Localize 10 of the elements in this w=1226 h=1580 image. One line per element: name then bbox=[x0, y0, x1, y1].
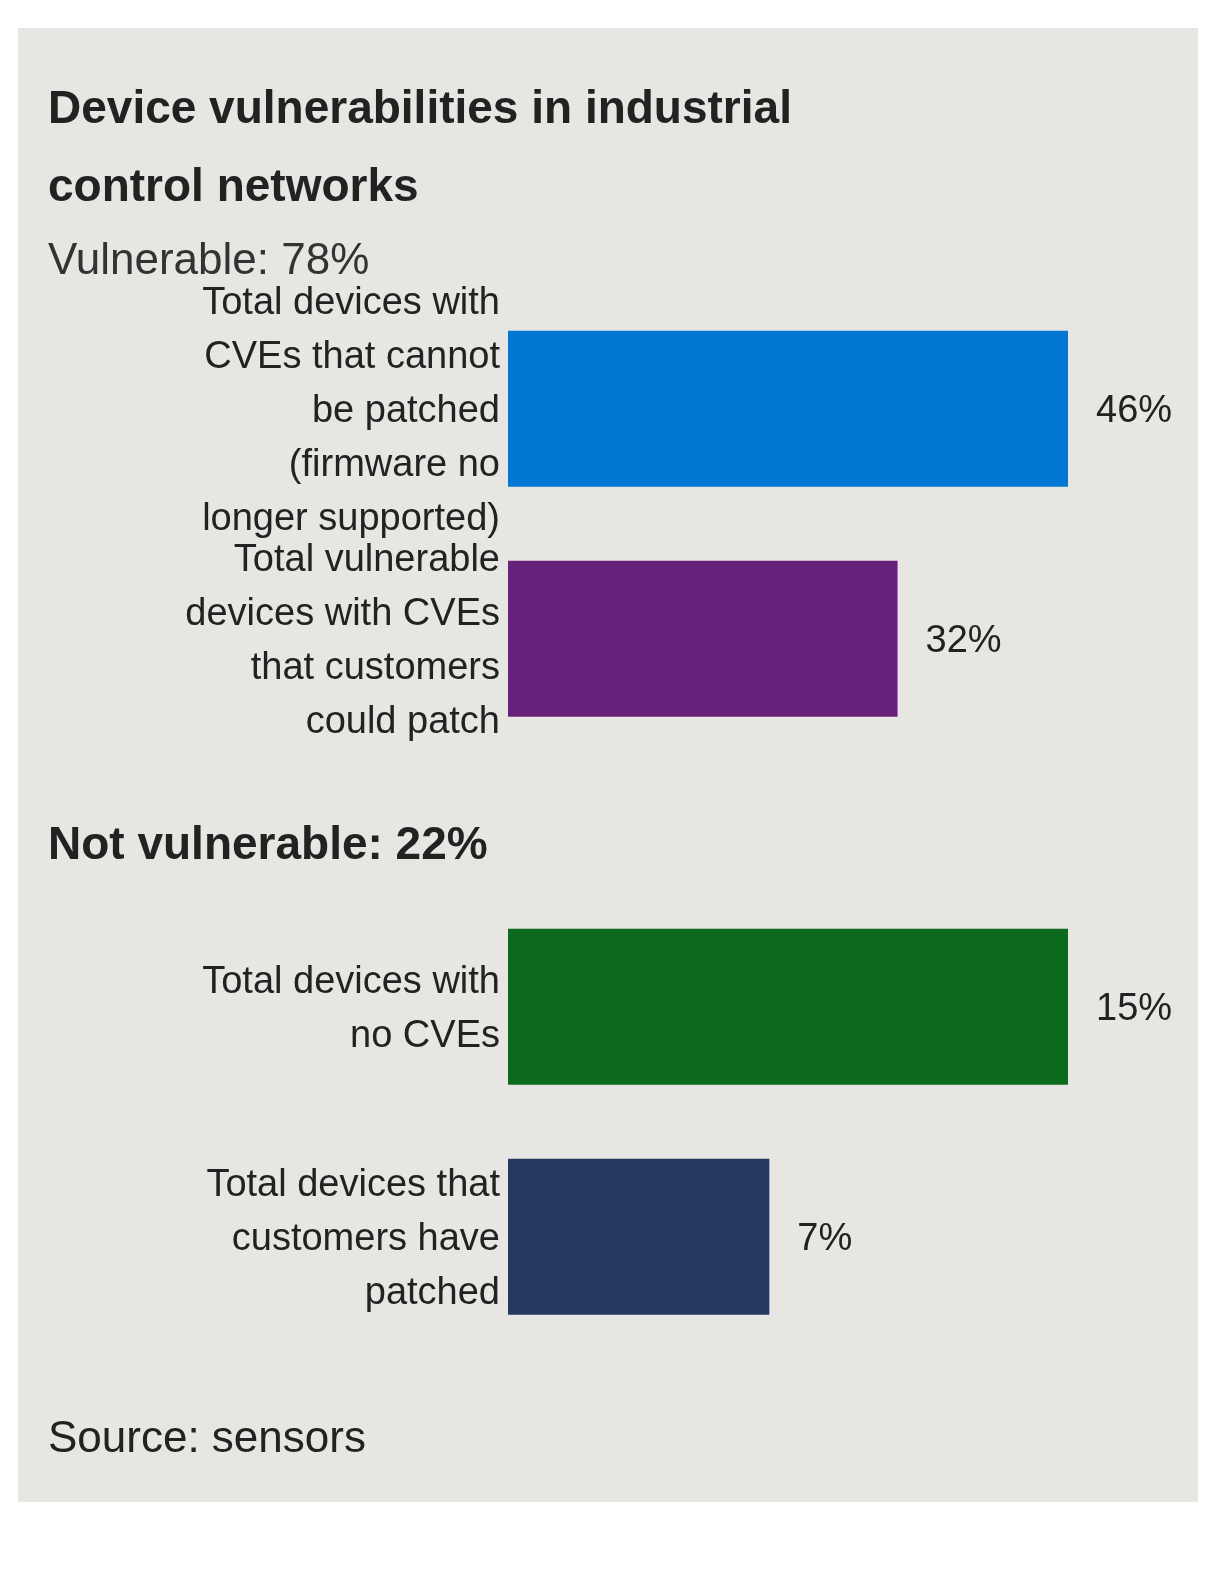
source-note: Source: sensors bbox=[48, 1412, 367, 1462]
data-label: 32% bbox=[925, 618, 1002, 661]
y-tick-label: Total devices that customers have patched bbox=[206, 1162, 501, 1312]
data-label: 7% bbox=[797, 1216, 853, 1259]
y-tick-label: Total vulnerable devices with CVEs that customers could patch bbox=[185, 537, 500, 741]
data-label: 15% bbox=[1096, 986, 1173, 1029]
data-label: 46% bbox=[1096, 388, 1173, 431]
chart-title: Device vulnerabilities in industrial control networks bbox=[48, 80, 793, 213]
chart-title: Not vulnerable: 22% bbox=[48, 816, 489, 871]
y-tick-label: Total devices with no CVEs bbox=[202, 959, 500, 1055]
